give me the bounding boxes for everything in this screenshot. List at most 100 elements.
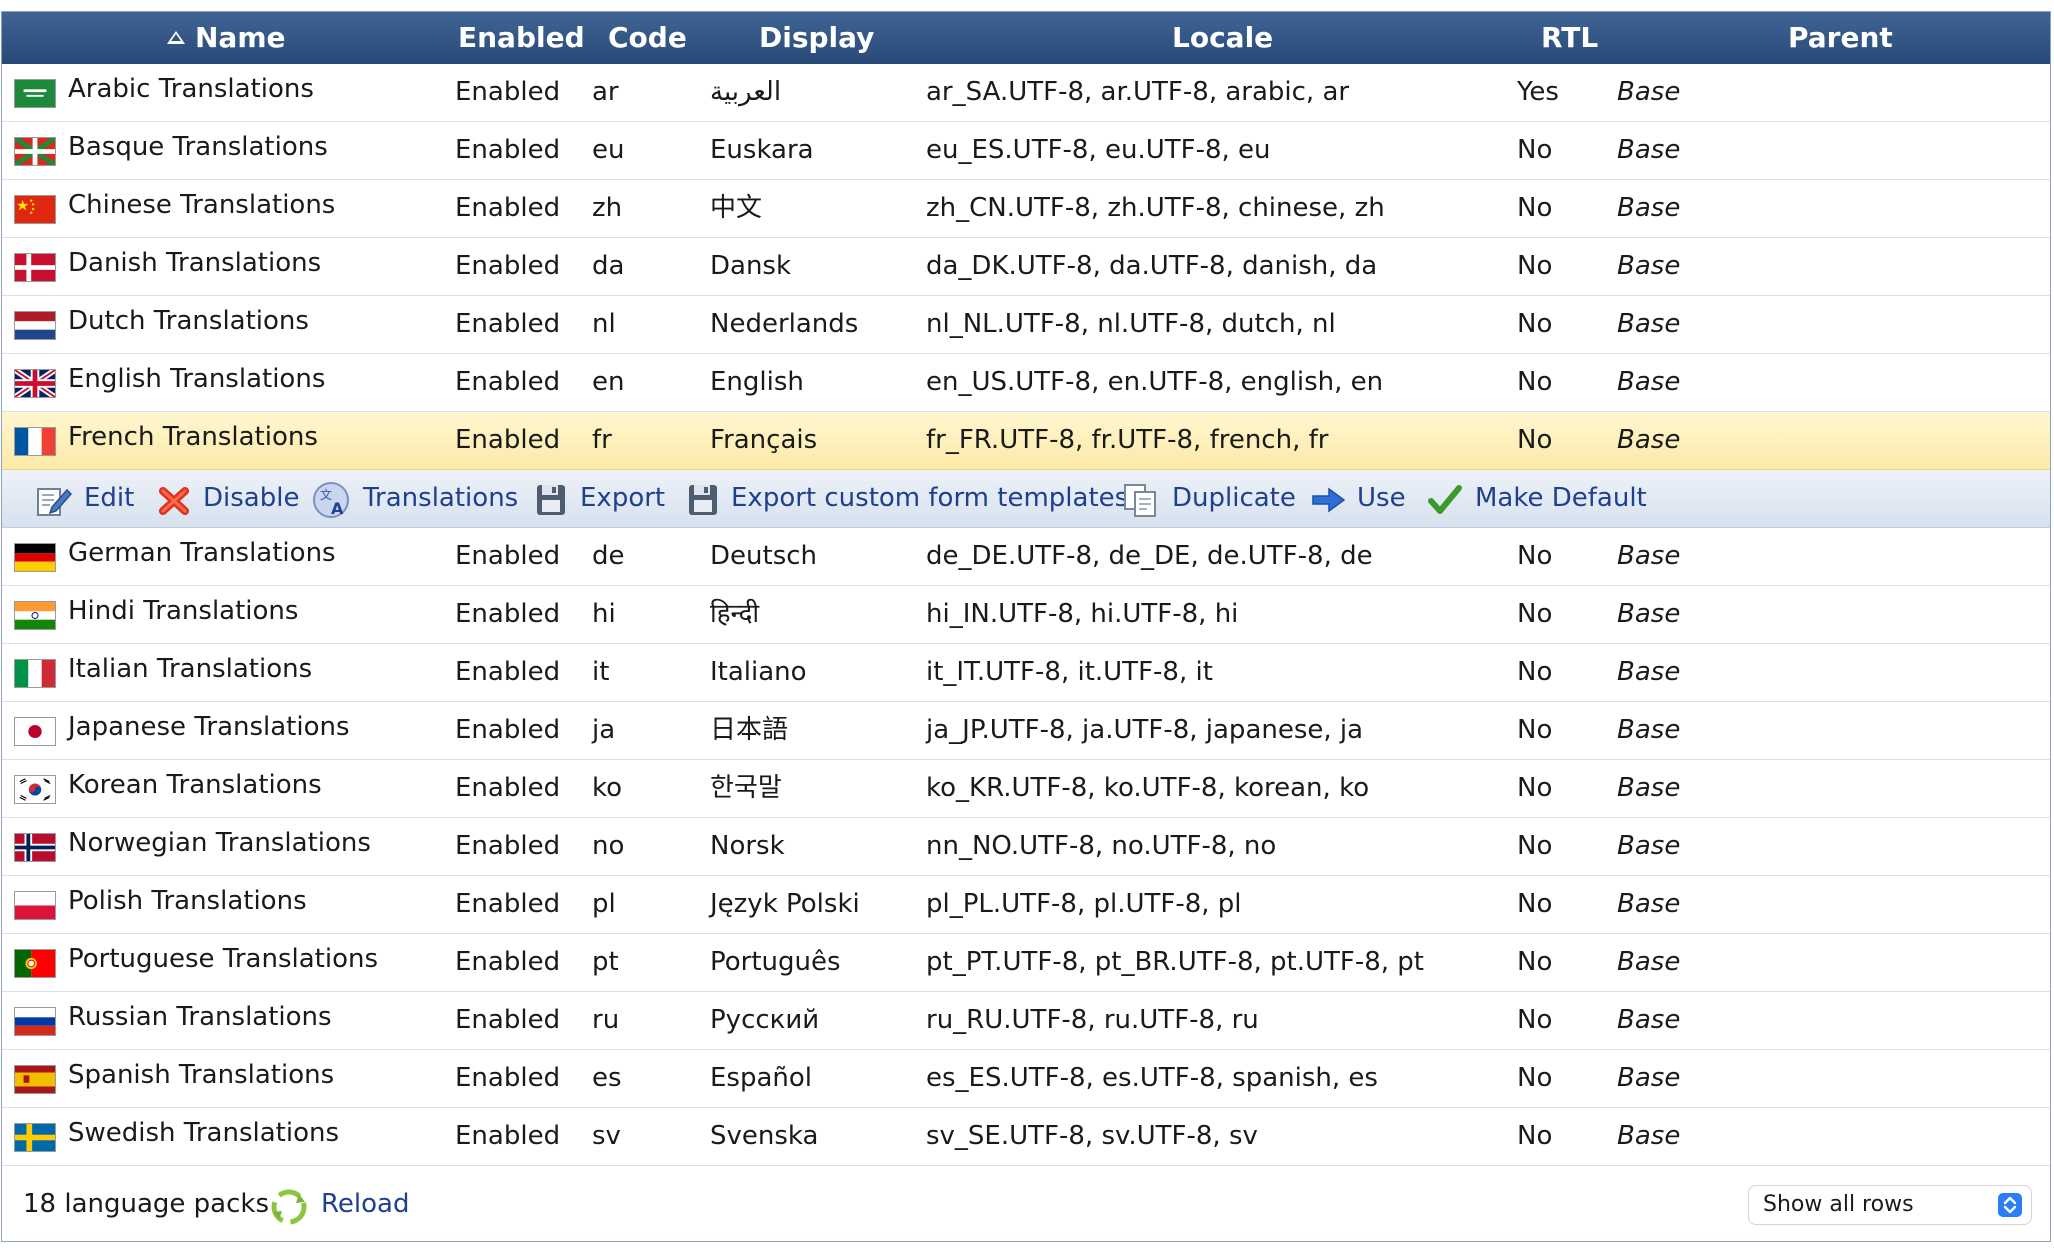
- table-row[interactable]: Arabic Translations Enabled ar العربية ar_SA…: [2, 64, 2050, 122]
- pack-name: Spanish Translations: [68, 1060, 335, 1090]
- pack-parent: Base: [1617, 715, 1681, 745]
- table-row[interactable]: Korean Translations Enabled ko 한국말 ko_KR.UTF…: [2, 760, 2050, 818]
- france-flag-icon: [14, 427, 56, 456]
- pack-code: pt: [592, 947, 619, 977]
- edit-action-label: Edit: [84, 483, 135, 513]
- pack-locale: sv_SE.UTF-8, sv.UTF-8, sv: [926, 1121, 1258, 1151]
- translations-icon: 文A: [313, 482, 349, 518]
- pack-locale: es_ES.UTF-8, es.UTF-8, spanish, es: [926, 1063, 1378, 1093]
- pack-display-name: Español: [710, 1063, 813, 1093]
- pack-display-name: Norsk: [710, 831, 785, 861]
- pack-name: Polish Translations: [68, 886, 307, 916]
- denmark-flag-icon: [14, 253, 56, 282]
- make-default-action-button[interactable]: Make Default: [2, 470, 2050, 527]
- japan-flag-icon: [14, 717, 56, 746]
- pack-parent: Base: [1617, 425, 1681, 455]
- export-custom-form-templates-action-button[interactable]: Export custom form templates: [2, 470, 2050, 527]
- pack-parent: Base: [1617, 135, 1681, 165]
- table-row[interactable]: Italian Translations Enabled it Italiano it_…: [2, 644, 2050, 702]
- china-flag-icon: [14, 195, 56, 224]
- pack-parent: Base: [1617, 541, 1681, 571]
- poland-flag-icon: [14, 891, 56, 920]
- pack-name: Hindi Translations: [68, 596, 299, 626]
- pack-status: Enabled: [455, 889, 561, 919]
- pack-status: Enabled: [455, 193, 561, 223]
- pack-locale: pl_PL.UTF-8, pl.UTF-8, pl: [926, 889, 1242, 919]
- pack-parent: Base: [1617, 77, 1681, 107]
- reload-icon: [271, 1189, 307, 1225]
- pack-rtl: No: [1517, 1063, 1553, 1093]
- pack-code: ru: [592, 1005, 620, 1035]
- reload-label: Reload: [321, 1189, 410, 1219]
- table-row[interactable]: Japanese Translations Enabled ja 日本語 ja_JP.U…: [2, 702, 2050, 760]
- portugal-flag-icon: [14, 949, 56, 978]
- pack-code: da: [592, 251, 625, 281]
- pack-code: it: [592, 657, 610, 687]
- table-row[interactable]: Russian Translations Enabled ru Русский ru_R…: [2, 992, 2050, 1050]
- pack-name: Italian Translations: [68, 654, 313, 684]
- pack-name: Danish Translations: [68, 248, 322, 278]
- table-row[interactable]: Danish Translations Enabled da Dansk da_DK.U…: [2, 238, 2050, 296]
- pack-parent: Base: [1617, 831, 1681, 861]
- basque-flag-icon: [14, 137, 56, 166]
- save-icon: [689, 485, 717, 515]
- pack-status: Enabled: [455, 425, 561, 455]
- table-row[interactable]: Polish Translations Enabled pl Język Polski…: [2, 876, 2050, 934]
- pack-status: Enabled: [455, 367, 561, 397]
- duplicate-action-button[interactable]: Duplicate: [2, 470, 2050, 527]
- pack-rtl: No: [1517, 309, 1553, 339]
- chevron-up-down-icon: [1998, 1193, 2022, 1217]
- edit-action-button[interactable]: Edit: [2, 470, 2050, 527]
- table-row[interactable]: English Translations Enabled en English en_U…: [2, 354, 2050, 412]
- pack-status: Enabled: [455, 773, 561, 803]
- table-row[interactable]: Basque Translations Enabled eu Euskara eu_ES…: [2, 122, 2050, 180]
- pack-name: Arabic Translations: [68, 74, 314, 104]
- pack-locale: pt_PT.UTF-8, pt_BR.UTF-8, pt.UTF-8, pt: [926, 947, 1424, 977]
- disable-action-button[interactable]: Disable: [2, 470, 2050, 527]
- column-header-parent[interactable]: Parent: [1788, 21, 1893, 54]
- table-row[interactable]: German Translations Enabled de Deutsch de_DE…: [2, 528, 2050, 586]
- column-header-display[interactable]: Display: [759, 21, 875, 54]
- italy-flag-icon: [14, 659, 56, 688]
- table-row[interactable]: Spanish Translations Enabled es Español es_E…: [2, 1050, 2050, 1108]
- pack-status: Enabled: [455, 947, 561, 977]
- column-header-enabled[interactable]: Enabled: [458, 21, 585, 54]
- table-row-selected[interactable]: French Translations Enabled fr Français fr_F…: [2, 412, 2050, 470]
- pack-locale: ko_KR.UTF-8, ko.UTF-8, korean, ko: [926, 773, 1370, 803]
- column-header-locale[interactable]: Locale: [1172, 21, 1274, 54]
- table-row[interactable]: Norwegian Translations Enabled no Norsk nn_N…: [2, 818, 2050, 876]
- save-icon: [537, 485, 565, 515]
- table-row[interactable]: Swedish Translations Enabled sv Svenska sv_S…: [2, 1108, 2050, 1166]
- column-header-name[interactable]: Name: [167, 12, 286, 64]
- language-packs-table: Name Enabled Code Display Locale RTL Par…: [1, 11, 2051, 1242]
- russia-flag-icon: [14, 1007, 56, 1036]
- pack-code: es: [592, 1063, 622, 1093]
- table-row[interactable]: Dutch Translations Enabled nl Nederlands nl_…: [2, 296, 2050, 354]
- pack-rtl: No: [1517, 599, 1553, 629]
- duplicate-action-label: Duplicate: [1172, 483, 1296, 513]
- sweden-flag-icon: [14, 1123, 56, 1152]
- pack-display-name: Français: [710, 425, 818, 455]
- pack-code: ko: [592, 773, 623, 803]
- norway-flag-icon: [14, 833, 56, 862]
- pack-code: no: [592, 831, 625, 861]
- table-row[interactable]: Chinese Translations Enabled zh 中文 zh_CN.UTF…: [2, 180, 2050, 238]
- sort-ascending-icon: [167, 31, 185, 44]
- pack-name: English Translations: [68, 364, 326, 394]
- pack-status: Enabled: [455, 1121, 561, 1151]
- pack-parent: Base: [1617, 657, 1681, 687]
- pack-name: Russian Translations: [68, 1002, 332, 1032]
- pack-parent: Base: [1617, 193, 1681, 223]
- column-header-code[interactable]: Code: [608, 21, 687, 54]
- column-header-rtl[interactable]: RTL: [1541, 21, 1599, 54]
- rows-per-page-select[interactable]: Show all rows: [1748, 1185, 2032, 1225]
- use-action-button[interactable]: Use: [2, 470, 2050, 527]
- table-row[interactable]: Portuguese Translations Enabled pt Portuguê…: [2, 934, 2050, 992]
- translations-action-button[interactable]: 文 A Translations: [2, 470, 2050, 527]
- pack-parent: Base: [1617, 251, 1681, 281]
- pack-rtl: No: [1517, 715, 1553, 745]
- export-action-button[interactable]: Export: [2, 470, 2050, 527]
- pack-name: Dutch Translations: [68, 306, 309, 336]
- table-row[interactable]: Hindi Translations Enabled hi हिन्दी hi_IN.U…: [2, 586, 2050, 644]
- pack-rtl: No: [1517, 1005, 1553, 1035]
